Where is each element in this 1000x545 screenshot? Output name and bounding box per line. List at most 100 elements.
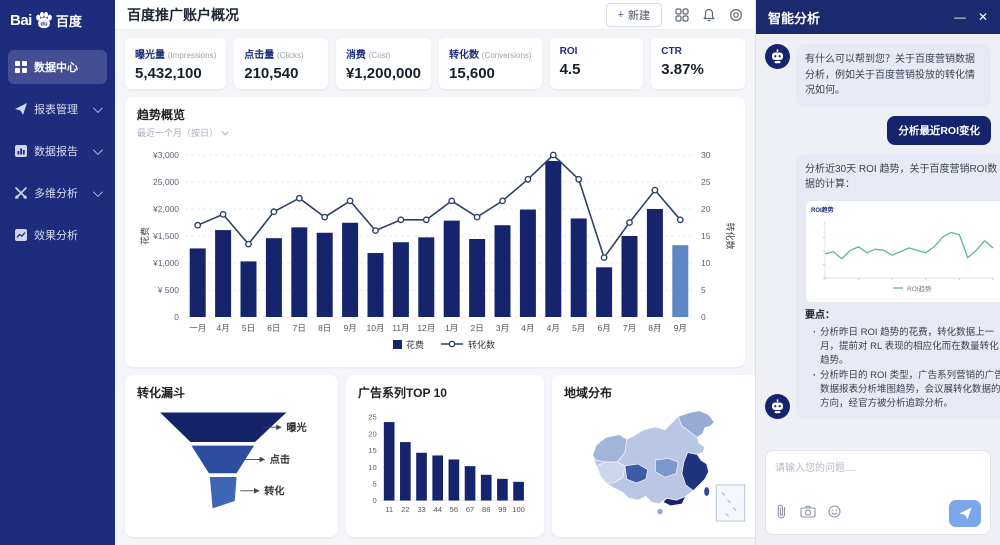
sidebar-item-data-center[interactable]: 数据中心 [8, 50, 107, 84]
bell-icon[interactable] [702, 8, 716, 22]
trend-bar[interactable] [189, 248, 206, 317]
trend-line-point[interactable] [575, 175, 583, 183]
trend-line-point[interactable] [346, 197, 354, 205]
kpi-clicks: 点击量 (Clicks) 210,540 [234, 38, 328, 89]
trend-bar[interactable] [240, 261, 257, 317]
funnel-stage-exposure[interactable] [160, 412, 287, 442]
trend-line-point[interactable] [245, 240, 252, 248]
trend-bar[interactable] [265, 238, 282, 317]
trend-line-point[interactable] [549, 151, 557, 159]
svg-text:9月: 9月 [343, 323, 356, 333]
funnel-title: 转化漏斗 [137, 386, 186, 400]
top10-bar[interactable] [497, 478, 508, 501]
trend-bar[interactable] [291, 227, 308, 317]
close-icon[interactable]: ✕ [977, 10, 988, 24]
trend-line-point[interactable] [676, 216, 684, 224]
funnel-stage-conversion[interactable] [209, 476, 237, 509]
svg-text:10: 10 [701, 258, 711, 268]
trend-line-point[interactable] [524, 175, 532, 183]
sidebar-item-label: 数据中心 [34, 62, 78, 74]
svg-text:5: 5 [372, 479, 376, 488]
svg-text:2日: 2日 [470, 323, 483, 333]
trend-bar[interactable] [418, 237, 435, 317]
trend-line-point[interactable] [397, 216, 405, 224]
trend-line-point[interactable] [321, 213, 329, 221]
svg-text:花费: 花费 [139, 227, 150, 245]
camera-icon[interactable] [800, 505, 816, 523]
sidebar-item-effect-analysis[interactable]: 效果分析 [8, 218, 107, 252]
trend-line-point[interactable] [270, 208, 278, 216]
svg-text:25: 25 [701, 177, 711, 187]
top10-bar[interactable] [480, 474, 492, 501]
map-region-hainan[interactable] [656, 508, 664, 515]
trend-bar[interactable] [215, 230, 232, 317]
trend-bar[interactable] [316, 232, 333, 317]
trend-line-point[interactable] [626, 219, 633, 226]
bot-message-row: 分析近30天 ROI 趋势，关于百度营销ROI数据的计算： ROI趋势 ROI趋… [765, 153, 1000, 420]
map-region-sw[interactable] [596, 461, 626, 484]
trend-bar[interactable] [392, 242, 409, 317]
question-input[interactable] [775, 459, 981, 495]
sidebar-item-report-mgmt[interactable]: 报表管理 [8, 92, 107, 126]
svg-text:4月: 4月 [547, 323, 560, 333]
trend-bar[interactable] [672, 245, 689, 317]
dashboard-content: 曝光量 (Impressions) 5,432,100 点击量 (Clicks)… [115, 30, 755, 545]
map-region-ne[interactable] [677, 410, 715, 438]
trend-bar[interactable] [342, 222, 359, 317]
trend-bar[interactable] [545, 160, 562, 317]
top10-bar[interactable] [400, 442, 411, 501]
map-region-south[interactable] [662, 496, 687, 507]
map-region-sichuan[interactable] [624, 463, 649, 484]
new-button[interactable]: + 新建 [605, 2, 662, 27]
top10-bar[interactable] [383, 422, 395, 501]
map-china-base[interactable] [592, 410, 715, 505]
svg-text:¥1,500: ¥1,500 [152, 231, 179, 241]
svg-text:22: 22 [401, 505, 409, 514]
ai-panel-title: 智能分析 [768, 10, 821, 26]
trend-line-point[interactable] [372, 227, 379, 235]
top10-bar[interactable] [448, 459, 460, 501]
send-button[interactable] [949, 500, 981, 527]
map-region-nw[interactable] [592, 434, 628, 463]
trend-bar[interactable] [367, 253, 384, 317]
key-points-title: 要点： [805, 310, 835, 322]
trend-line-point[interactable] [499, 197, 506, 205]
trend-line-point[interactable] [422, 216, 430, 224]
trend-line-point[interactable] [194, 221, 202, 229]
map-region-taiwan[interactable] [703, 486, 710, 497]
trend-line-point[interactable] [651, 186, 659, 194]
top10-bar[interactable] [513, 481, 524, 501]
trend-bar[interactable] [621, 236, 638, 317]
trend-bar[interactable] [443, 220, 460, 317]
apps-grid-icon[interactable] [675, 7, 689, 22]
map-region-east-coast[interactable] [681, 452, 709, 491]
trend-bar[interactable] [494, 225, 511, 317]
paw-icon: du [35, 11, 52, 29]
map-region-central[interactable] [654, 457, 679, 478]
settings-target-icon[interactable] [729, 8, 743, 22]
trend-bar[interactable] [519, 209, 536, 317]
kpi-row: 曝光量 (Impressions) 5,432,100 点击量 (Clicks)… [125, 38, 745, 89]
trend-line-point[interactable] [295, 194, 303, 202]
svg-text:100: 100 [512, 505, 525, 514]
trend-line-point[interactable] [219, 211, 227, 218]
svg-text:20: 20 [701, 204, 711, 214]
top10-bar[interactable] [416, 452, 427, 501]
trend-bar[interactable] [469, 238, 486, 317]
sidebar-item-data-report[interactable]: 数据报告 [8, 134, 107, 168]
emoji-icon[interactable] [828, 504, 841, 523]
trend-bar[interactable] [596, 267, 613, 317]
quick-action-analyze-roi[interactable]: 分析最近ROI变化 [887, 115, 991, 145]
trend-range-selector[interactable]: 最近一个月（按日） [137, 126, 733, 139]
trend-line-point[interactable] [600, 254, 608, 262]
minimize-icon[interactable]: — [953, 10, 966, 24]
funnel-stage-click[interactable] [191, 445, 255, 474]
sidebar-item-multi-analysis[interactable]: 多维分析 [8, 176, 107, 210]
trend-bar[interactable] [646, 209, 663, 317]
trend-bar[interactable] [570, 218, 587, 317]
top10-bar[interactable] [432, 455, 444, 501]
attachment-icon[interactable] [775, 504, 788, 524]
trend-line-point[interactable] [448, 197, 456, 205]
trend-line-point[interactable] [473, 213, 481, 221]
top10-bar[interactable] [464, 466, 476, 501]
